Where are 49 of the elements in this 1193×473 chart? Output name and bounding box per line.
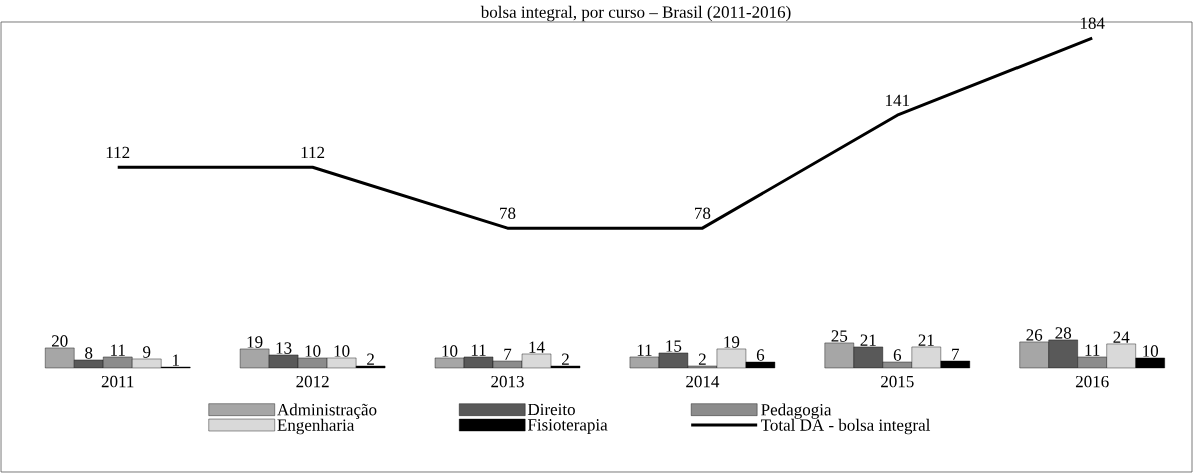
data-label: 11 <box>111 344 125 356</box>
data-label: 2 <box>367 353 374 365</box>
chart-title: bolsa integral, por curso – Brasil (2011-2016) <box>480 5 791 22</box>
data-label: 14 <box>529 341 545 353</box>
data-label: 28 <box>1055 327 1072 339</box>
data-label: 112 <box>301 146 325 159</box>
data-label: 19 <box>724 336 740 348</box>
text: Total DA - bolsa integral <box>760 418 931 435</box>
data-label: 21 <box>918 334 934 346</box>
legend-label: Engenharia <box>277 418 355 435</box>
data-label: 78 <box>500 207 516 219</box>
data-label: 10 <box>334 345 350 357</box>
data-label: 21 <box>860 334 876 346</box>
data-label: 11 <box>637 344 652 356</box>
x-tick-label: 2011 <box>101 375 134 388</box>
data-label: 8 <box>85 347 93 359</box>
data-label: 78 <box>695 207 711 219</box>
x-tick-label: 2015 <box>881 375 914 388</box>
data-label: 10 <box>1143 345 1159 357</box>
x-tick-label: 2012 <box>296 375 329 388</box>
data-label: 10 <box>305 345 321 357</box>
x-tick-label: 2016 <box>1075 375 1109 388</box>
data-label: 11 <box>1085 344 1100 356</box>
data-label: 184 <box>1080 17 1105 29</box>
legend-label: Direito <box>527 403 575 416</box>
data-label: 15 <box>666 340 682 352</box>
legend-label: Administração <box>277 403 377 419</box>
data-label: 6 <box>893 349 902 361</box>
x-tick-label: 2014 <box>686 375 720 388</box>
data-label: 13 <box>276 342 292 354</box>
data-label: 11 <box>471 344 486 356</box>
data-label: 25 <box>831 330 848 342</box>
data-label: 26 <box>1026 329 1043 341</box>
data-label: 24 <box>1113 331 1130 343</box>
data-label: 2 <box>562 353 569 365</box>
data-label: 1 <box>172 354 179 366</box>
data-label: 7 <box>952 348 960 360</box>
data-label: 141 <box>886 94 910 107</box>
legend-label: Pedagogia <box>761 403 832 419</box>
data-label: 10 <box>442 345 458 357</box>
data-label: 20 <box>51 335 68 347</box>
data-label: 9 <box>143 346 151 358</box>
data-label: 2 <box>698 353 706 365</box>
data-label: 112 <box>106 146 130 159</box>
data-label: 19 <box>247 336 263 348</box>
data-label: 7 <box>504 348 512 360</box>
legend-label: Fisioterapia <box>527 419 608 434</box>
data-label: 6 <box>756 349 765 361</box>
x-tick-label: 2013 <box>491 375 524 388</box>
